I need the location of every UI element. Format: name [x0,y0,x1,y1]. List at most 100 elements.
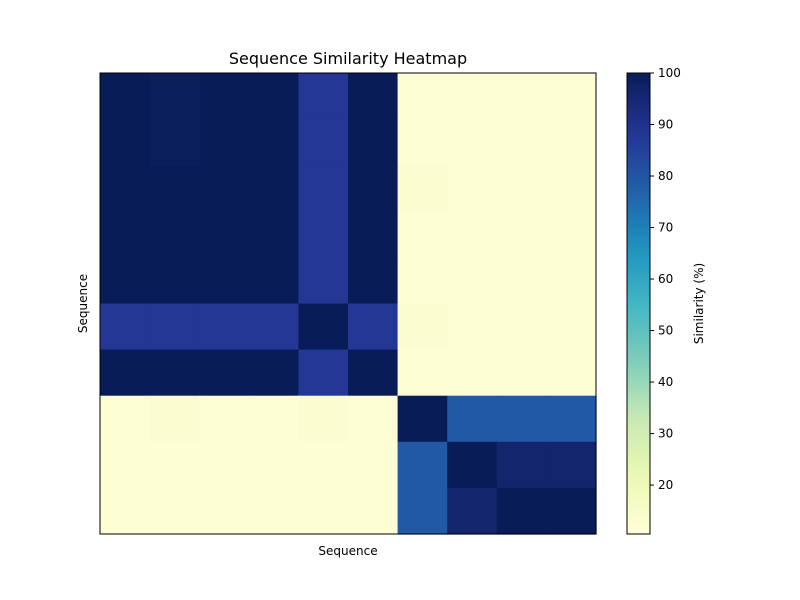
heatmap-cell [496,395,547,443]
heatmap-cell [298,303,349,351]
heatmap-cell [496,257,547,305]
heatmap-cell [546,257,597,305]
heatmap-cell [248,73,299,120]
colorbar-tick-label: 20 [658,478,673,492]
heatmap-cell [199,165,250,212]
colorbar-tick-label: 50 [658,324,673,338]
heatmap-cell [199,303,250,351]
heatmap-cell [199,257,250,305]
heatmap-cell [298,73,349,120]
heatmap-cell [248,395,299,443]
heatmap-cell [298,211,349,258]
heatmap-cell [149,349,200,397]
heatmap-cell [496,165,547,212]
heatmap-cell [149,211,200,258]
heatmap-cell [546,303,597,351]
heatmap-cell [397,211,448,258]
heatmap-cell [496,441,547,489]
colorbar-tick-label: 60 [658,272,673,286]
heatmap-cell [149,73,200,120]
heatmap-cell [447,303,498,351]
heatmap-cell [149,487,200,535]
heatmap-cells [100,73,597,535]
heatmap-cell [348,303,399,351]
heatmap-cell [149,441,200,489]
heatmap-cell [496,303,547,351]
heatmap-cell [546,487,597,535]
heatmap-cell [496,73,547,120]
y-axis-label: Sequence [76,274,90,333]
heatmap-cell [447,395,498,443]
heatmap-cell [546,165,597,212]
heatmap-cell [100,303,151,351]
heatmap-cell [100,73,151,120]
heatmap-cell [546,441,597,489]
heatmap-cell [447,165,498,212]
colorbar-ticks: 20 30 40 50 60 70 80 90 100 [650,66,681,492]
colorbar-tick-label: 80 [658,169,673,183]
heatmap-cell [199,73,250,120]
heatmap-cell [149,303,200,351]
heatmap-cell [149,119,200,166]
colorbar-label: Similarity (%) [692,263,706,344]
heatmap-cell [447,349,498,397]
heatmap-cell [248,119,299,166]
heatmap-cell [397,441,448,489]
x-axis-label: Sequence [318,544,377,558]
heatmap-cell [546,395,597,443]
heatmap-cell [348,257,399,305]
colorbar-tick-label: 30 [658,427,673,441]
heatmap-cell [199,395,250,443]
heatmap-cell [348,395,399,443]
heatmap-cell [447,73,498,120]
heatmap-cell [348,119,399,166]
heatmap-cell [149,257,200,305]
heatmap-cell [248,257,299,305]
heatmap-cell [397,395,448,443]
heatmap-cell [447,441,498,489]
heatmap-cell [298,349,349,397]
heatmap-cell [248,165,299,212]
heatmap-cell [496,349,547,397]
heatmap-cell [298,165,349,212]
heatmap-cell [348,487,399,535]
heatmap-cell [298,487,349,535]
heatmap-cell [248,211,299,258]
heatmap-cell [248,349,299,397]
heatmap-cell [248,303,299,351]
heatmap-cell [199,487,250,535]
chart-title: Sequence Similarity Heatmap [229,49,467,68]
heatmap-cell [100,119,151,166]
heatmap-cell [546,211,597,258]
heatmap-cell [397,165,448,212]
heatmap-cell [447,257,498,305]
heatmap-cell [100,441,151,489]
heatmap-cell [248,487,299,535]
heatmap-cell [397,73,448,120]
heatmap-cell [100,349,151,397]
heatmap-cell [199,441,250,489]
heatmap-cell [348,349,399,397]
heatmap-cell [447,211,498,258]
heatmap-cell [546,349,597,397]
heatmap-cell [298,395,349,443]
colorbar-tick-label: 40 [658,375,673,389]
heatmap-cell [546,73,597,120]
heatmap-cell [348,165,399,212]
heatmap-cell [199,349,250,397]
heatmap-cell [348,211,399,258]
heatmap-cell [199,119,250,166]
heatmap-cell [348,441,399,489]
heatmap-cell [496,487,547,535]
heatmap-cell [100,395,151,443]
heatmap-cell [447,119,498,166]
heatmap-cell [149,165,200,212]
heatmap-cell [100,211,151,258]
heatmap-cell [397,257,448,305]
colorbar-tick-label: 100 [658,66,681,80]
heatmap-cell [397,303,448,351]
heatmap-cell [496,119,547,166]
heatmap-cell [248,441,299,489]
heatmap-cell [298,119,349,166]
